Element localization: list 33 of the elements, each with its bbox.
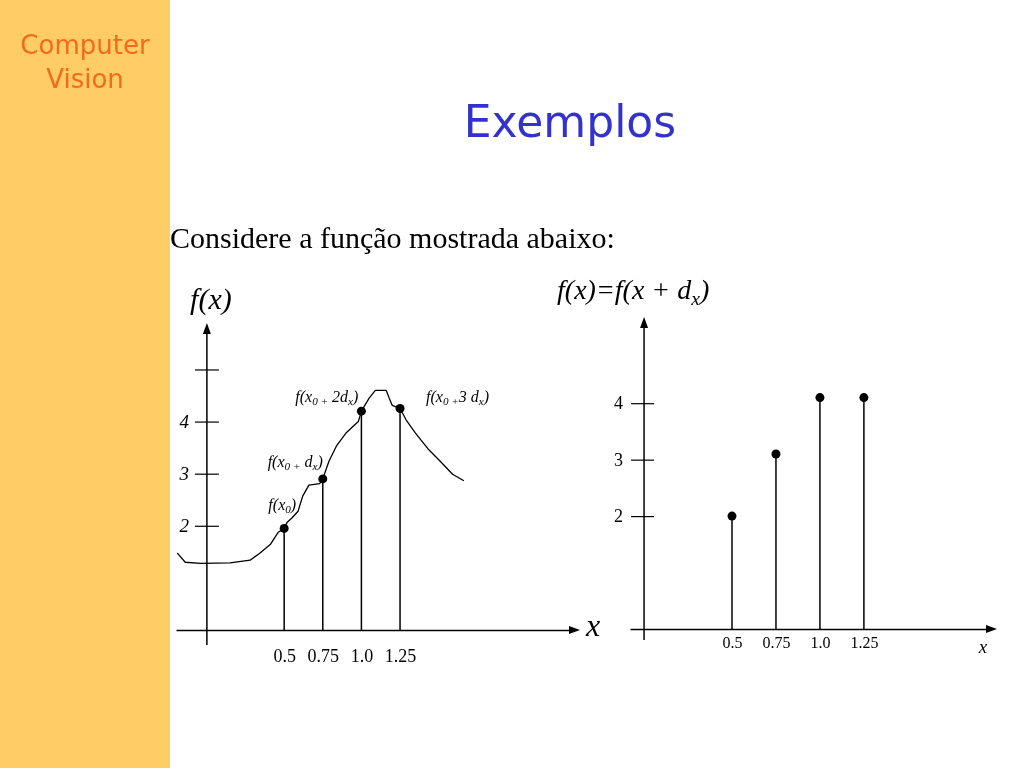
- x-tick-label: 1.0: [810, 634, 831, 652]
- point: [727, 511, 737, 521]
- x-tick-label: 0.75: [307, 645, 340, 666]
- point: [279, 523, 289, 533]
- chart-subtitle: Considere a função mostrada abaixo:: [170, 221, 615, 254]
- annotation: f(x$_{0 +}$ 2d$_{x}$): [295, 388, 359, 408]
- x-tick-label: 0.5: [722, 634, 743, 652]
- x-tick-label: 1.25: [384, 645, 417, 666]
- point: [859, 393, 869, 403]
- point: [356, 406, 366, 416]
- y-tick-label: 2: [614, 506, 624, 527]
- y-tick-label: 3: [178, 463, 189, 485]
- point: [318, 474, 328, 484]
- y-tick-label: 3: [614, 449, 624, 470]
- y-axis-title: f(x)=f(x + d$_{x}$): [557, 274, 710, 309]
- text: Computer Vision: [20, 30, 150, 94]
- point: [771, 449, 781, 459]
- annotation: f(x$_{0 +}$3 d$_{x}$): [426, 387, 490, 407]
- y-tick-label: 4: [179, 411, 190, 433]
- x-tick-label: 1.0: [350, 645, 374, 666]
- x-tick-label: 0.5: [273, 645, 296, 666]
- annotation: f(x$_{0 +}$ d$_{x}$): [267, 452, 323, 472]
- annotation: f(x$_{0}$): [268, 496, 297, 516]
- x-axis-title: x: [977, 636, 988, 657]
- y-tick-label: 2: [179, 515, 190, 537]
- point: [815, 393, 825, 403]
- x-axis-title: x: [585, 607, 601, 643]
- chart-title: Exemplos: [463, 96, 677, 147]
- y-axis-title: f(x): [190, 282, 232, 316]
- point: [395, 404, 405, 414]
- x-tick-label: 1.25: [850, 634, 879, 652]
- y-tick-label: 4: [614, 393, 624, 414]
- x-tick-label: 0.75: [762, 634, 791, 652]
